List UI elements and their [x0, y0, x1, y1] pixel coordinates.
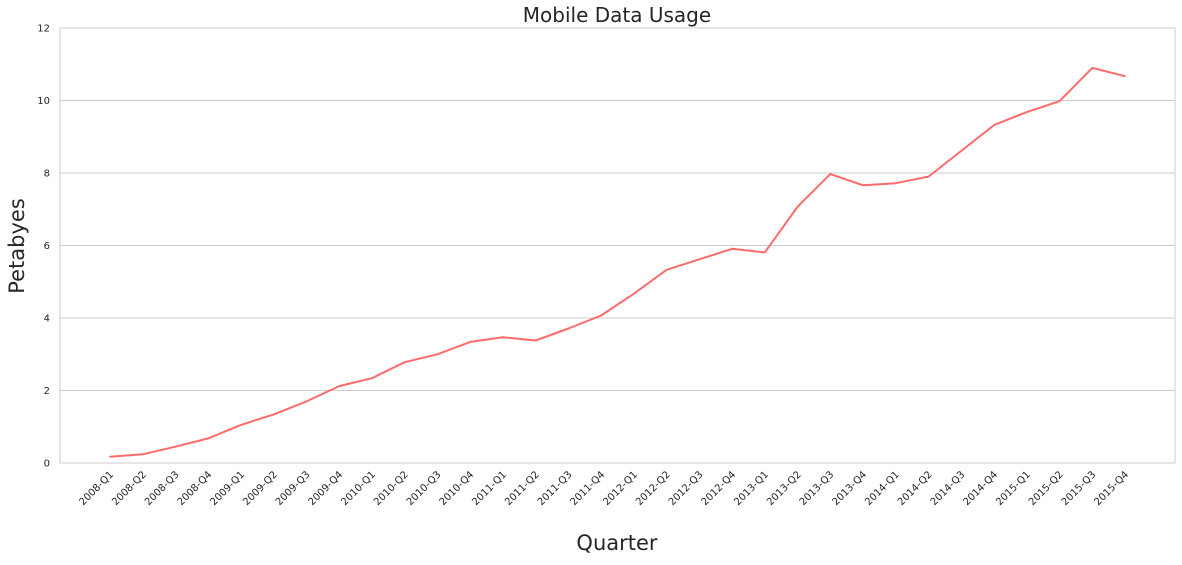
data-point [305, 400, 308, 403]
x-tick-label: 2011-Q4 [569, 469, 608, 508]
y-tick-label: 12 [37, 24, 50, 35]
data-point [698, 258, 701, 261]
data-point [600, 314, 602, 317]
x-tick-label: 2014-Q1 [863, 469, 902, 508]
y-axis-ticks: 0 2 4 6 8 10 12 [37, 24, 50, 470]
data-point [141, 453, 144, 456]
y-tick-label: 2 [44, 386, 50, 397]
y-tick-label: 0 [44, 459, 50, 470]
data-point [665, 269, 668, 271]
x-tick-label: 2008-Q1 [77, 469, 116, 508]
x-axis-ticks: 2008-Q12008-Q22008-Q32008-Q42009-Q12009-… [77, 469, 1131, 508]
x-tick-label: 2011-Q2 [503, 469, 542, 508]
data-point [1026, 111, 1028, 113]
y-tick-label: 10 [37, 96, 50, 107]
x-tick-label: 2012-Q3 [667, 469, 706, 508]
x-tick-label: 2009-Q2 [241, 469, 280, 508]
y-tick-label: 6 [44, 241, 50, 252]
y-tick-label: 8 [44, 169, 50, 180]
x-tick-label: 2008-Q4 [176, 469, 215, 508]
data-point [469, 341, 472, 343]
data-point [796, 205, 799, 208]
x-tick-label: 2015-Q1 [994, 469, 1033, 508]
x-tick-label: 2012-Q2 [634, 469, 673, 508]
x-tick-label: 2014-Q3 [929, 469, 968, 508]
x-axis-label: Quarter [576, 531, 657, 555]
data-point [993, 124, 995, 126]
x-tick-label: 2014-Q2 [896, 469, 935, 508]
data-point [862, 184, 864, 187]
chart-title: Mobile Data Usage [523, 3, 711, 27]
data-point [272, 413, 275, 416]
data-point [1058, 100, 1061, 102]
x-tick-label: 2014-Q4 [961, 469, 1000, 508]
x-tick-label: 2013-Q3 [798, 469, 837, 508]
x-tick-label: 2013-Q2 [765, 469, 804, 508]
x-tick-label: 2010-Q1 [339, 469, 378, 508]
data-point [371, 377, 373, 380]
y-axis-label: Petabyes [5, 198, 29, 294]
series-line [109, 66, 1126, 458]
x-tick-label: 2010-Q4 [438, 469, 477, 508]
x-tick-label: 2013-Q4 [831, 469, 870, 508]
y-tick-label: 4 [44, 314, 50, 325]
x-tick-label: 2011-Q3 [536, 469, 575, 508]
data-point [927, 175, 930, 178]
x-tick-label: 2009-Q1 [208, 469, 247, 508]
data-point [633, 292, 635, 295]
data-point [764, 251, 766, 254]
x-tick-label: 2008-Q2 [110, 469, 149, 508]
data-point [1124, 75, 1126, 77]
x-tick-label: 2013-Q1 [732, 469, 771, 508]
data-point [207, 437, 209, 440]
series-layer [109, 66, 1126, 458]
grid-layer [60, 27, 1175, 464]
data-point [502, 336, 504, 339]
x-tick-label: 2009-Q4 [307, 469, 346, 508]
data-point [895, 182, 897, 184]
data-point [174, 445, 177, 448]
data-point [1091, 67, 1094, 69]
plot-frame [59, 27, 1176, 464]
x-tick-label: 2012-Q1 [601, 469, 640, 508]
data-point [534, 339, 537, 342]
x-tick-label: 2010-Q3 [405, 469, 444, 508]
data-point [436, 353, 439, 356]
data-point [731, 248, 733, 250]
data-point [240, 424, 242, 426]
data-point [403, 361, 406, 364]
x-tick-label: 2015-Q3 [1060, 469, 1099, 508]
data-point [567, 327, 570, 330]
x-tick-label: 2012-Q4 [700, 469, 739, 508]
data-point [338, 385, 341, 387]
x-tick-label: 2015-Q4 [1092, 469, 1131, 508]
data-point [960, 150, 963, 152]
x-tick-label: 2009-Q3 [274, 469, 313, 508]
data-point [109, 456, 111, 458]
x-tick-label: 2008-Q3 [143, 469, 182, 508]
x-tick-label: 2011-Q1 [470, 469, 509, 508]
x-tick-label: 2015-Q2 [1027, 469, 1066, 508]
x-tick-label: 2010-Q2 [372, 469, 411, 508]
data-point [829, 173, 832, 175]
